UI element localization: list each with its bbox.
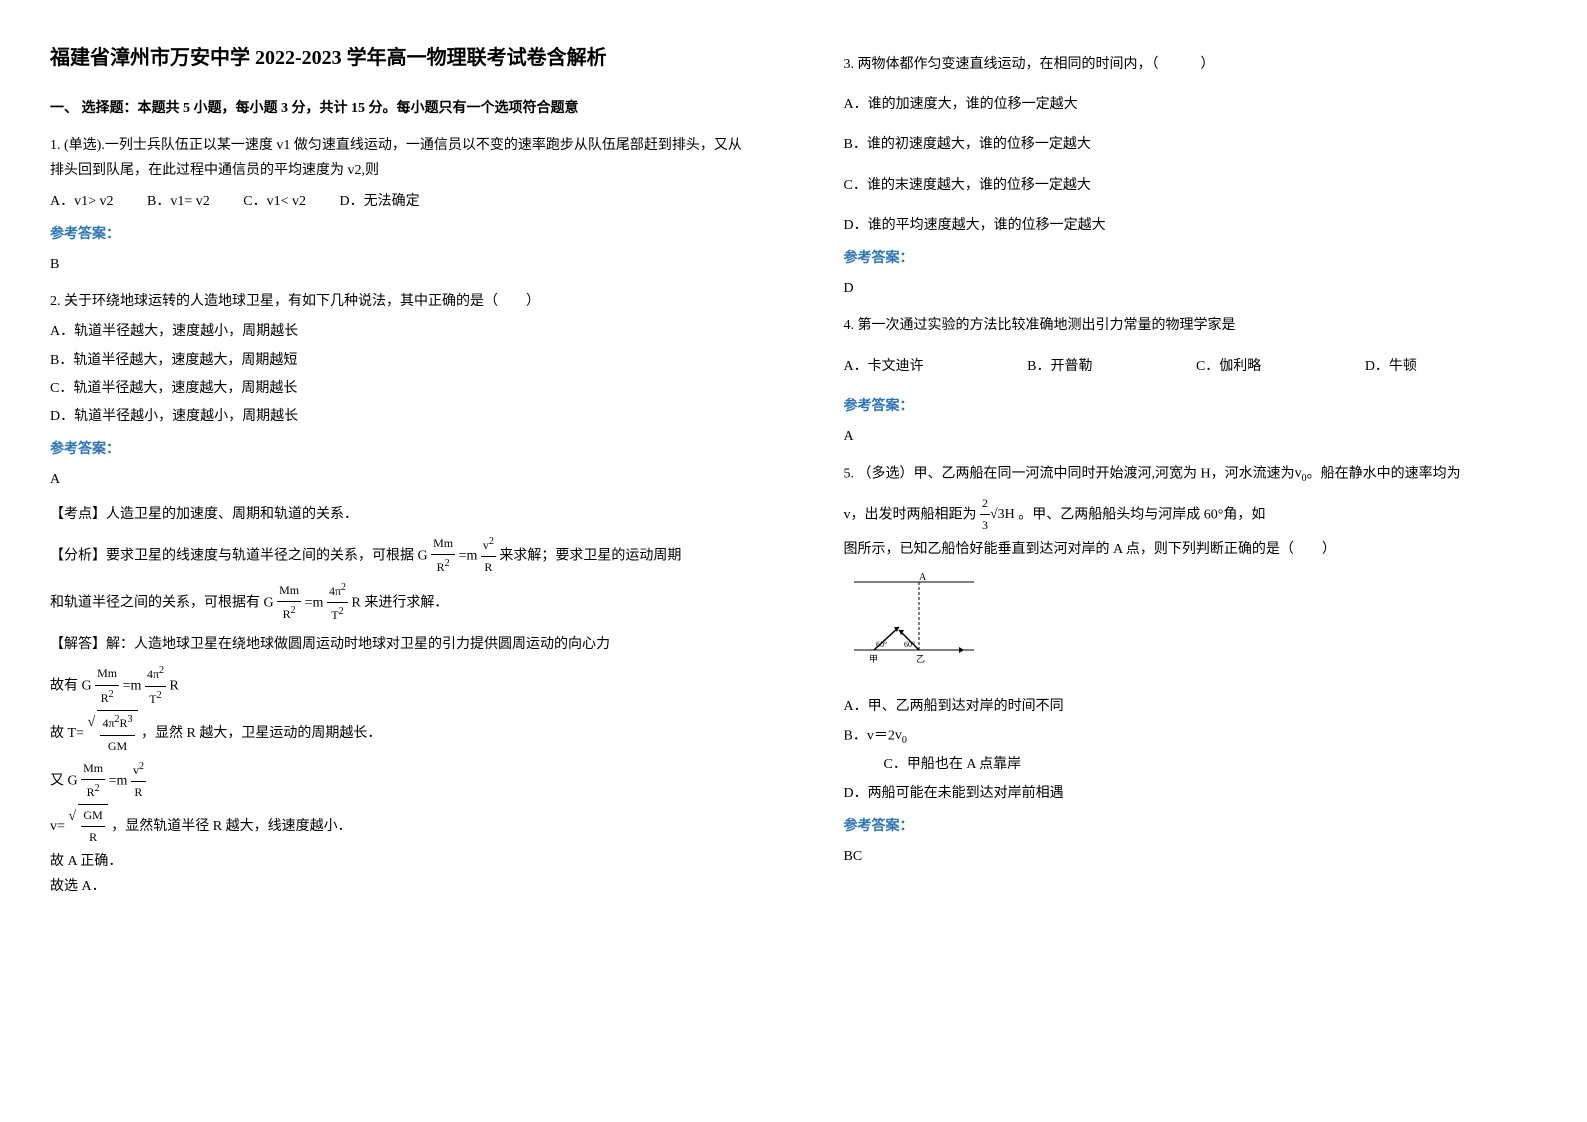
- q2-solve-3: 又 G MmR2 =m v2R: [50, 758, 744, 804]
- q2-solve-t3: R: [170, 679, 179, 694]
- q2-text: 2. 关于环绕地球运转的人造地球卫星，有如下几种说法，其中正确的是（ ）: [50, 289, 744, 314]
- q2-solve-t7: =m: [109, 773, 128, 788]
- q2-solve-4: v= GMR ，显然轨道半径 R 越大，线速度越小．: [50, 804, 744, 849]
- q5-option-a: A．甲、乙两船到达对岸的时间不同: [844, 694, 1538, 719]
- q5-t1: 5. （多选）甲、乙两船在同一河流中同时开始渡河,河宽为 H，河水流速为: [844, 467, 1295, 482]
- exam-title: 福建省漳州市万安中学 2022-2023 学年高一物理联考试卷含解析: [50, 40, 744, 76]
- q5-option-c: C．甲船也在 A 点靠岸: [884, 752, 1538, 777]
- question-4: 4. 第一次通过实验的方法比较准确地测出引力常量的物理学家是 A．卡文迪许 B．…: [844, 313, 1538, 449]
- q1-text: 1. (单选).一列士兵队伍正以某一速度 v1 做匀速直线运动，一通信员以不变的…: [50, 133, 744, 183]
- q2-solve-t9: ，显然轨道半径 R 越大，线速度越小．: [111, 819, 351, 834]
- formula-mm-r2-b: MmR2: [277, 580, 301, 626]
- q1-options: A．v1> v2 B．v1= v2 C．v1< v2 D．无法确定: [50, 189, 744, 214]
- formula-mm-r2-c: MmR2: [95, 663, 119, 709]
- q4-option-b: B．开普勒: [1027, 354, 1092, 379]
- q1-option-b: B．v1= v2: [147, 189, 210, 214]
- q2-solve-t6: 又 G: [50, 773, 78, 788]
- q2-solve-t1: 故有 G: [50, 679, 92, 694]
- v0-symbol: v0: [1295, 461, 1307, 488]
- river-crossing-diagram: A 60° 60° 甲 乙: [844, 572, 984, 672]
- q5-t2: 。船在静水中的速率均为: [1307, 467, 1461, 482]
- formula-23sqrt3h: 23: [980, 493, 990, 537]
- q1-option-a: A．v1> v2: [50, 189, 114, 214]
- q5-t4: 。甲、乙两船船头均与河岸成 60°角，如: [1018, 507, 1265, 522]
- q2-option-d: D．轨道半径越小，速度越小，周期越长: [50, 404, 744, 429]
- q2-analysis-t1: 【分析】要求卫星的线速度与轨道半径之间的关系，可根据 G: [50, 548, 428, 563]
- formula-v2-r-b: v2R: [131, 758, 146, 804]
- q2-solve-10: 故 A 正确．: [50, 849, 744, 874]
- q5-optb-text: B．v＝2: [844, 728, 895, 743]
- q2-analysis-t6: R 来进行求解．: [352, 595, 449, 610]
- q3-option-c: C．谁的末速度越大，谁的位移一定越大: [844, 173, 1538, 198]
- q3-answer-label: 参考答案：: [844, 246, 1538, 271]
- sqrt3h: √3H: [990, 502, 1015, 527]
- q2-point: 【考点】人造卫星的加速度、周期和轨道的关系．: [50, 502, 744, 527]
- formula-4pi2-t2-b: 4π2T2: [145, 662, 166, 710]
- q1-option-d: D．无法确定: [339, 189, 419, 214]
- q5-option-b: B．v＝2v0: [844, 723, 1538, 750]
- v0-symbol-b: v0: [895, 723, 907, 750]
- q1-answer: B: [50, 252, 744, 277]
- formula-mm-r2: MmR2: [431, 533, 455, 579]
- q2-solve-t2: =m: [123, 679, 142, 694]
- q4-option-c: C．伽利略: [1196, 354, 1261, 379]
- svg-text:60°: 60°: [904, 640, 915, 649]
- q4-options: A．卡文迪许 B．开普勒 C．伽利略 D．牛顿: [844, 354, 1538, 379]
- question-5: 5. （多选）甲、乙两船在同一河流中同时开始渡河,河宽为 H，河水流速为v0。船…: [844, 461, 1538, 869]
- q2-answer: A: [50, 467, 744, 492]
- q4-answer: A: [844, 424, 1538, 449]
- q4-option-a: A．卡文迪许: [844, 354, 924, 379]
- q1-option-c: C．v1< v2: [243, 189, 306, 214]
- q5-t5: 图所示，已知乙船恰好能垂直到达河对岸的 A 点，则下列判断正确的是（ ）: [844, 537, 1538, 562]
- q5-answer: BC: [844, 844, 1538, 869]
- q3-option-d: D．谁的平均速度越大，谁的位移一定越大: [844, 213, 1538, 238]
- formula-sqrt-t: 4π2R3GM: [87, 710, 137, 757]
- q3-text: 3. 两物体都作匀变速直线运动，在相同的时间内，（ ）: [844, 52, 1538, 77]
- q5-text-2: v，出发时两船相距为 23√3H 。甲、乙两船船头均与河岸成 60°角，如: [844, 493, 1538, 537]
- q2-option-b: B．轨道半径越大，速度越大，周期越短: [50, 348, 744, 373]
- svg-text:乙: 乙: [916, 654, 925, 664]
- q5-answer-label: 参考答案：: [844, 814, 1538, 839]
- q2-solve-1: 故有 G MmR2 =m 4π2T2 R: [50, 662, 744, 710]
- question-2: 2. 关于环绕地球运转的人造地球卫星，有如下几种说法，其中正确的是（ ） A．轨…: [50, 289, 744, 899]
- q3-option-b: B．谁的初速度越大，谁的位移一定越大: [844, 132, 1538, 157]
- q5-text: 5. （多选）甲、乙两船在同一河流中同时开始渡河,河宽为 H，河水流速为v0。船…: [844, 461, 1538, 488]
- q2-option-a: A．轨道半径越大，速度越小，周期越长: [50, 319, 744, 344]
- right-column: 3. 两物体都作匀变速直线运动，在相同的时间内，（ ） A．谁的加速度大，谁的位…: [794, 0, 1587, 1122]
- svg-text:60°: 60°: [876, 640, 887, 649]
- q2-solve-t8: v=: [50, 819, 65, 834]
- q2-solve-t4: 故 T=: [50, 726, 84, 741]
- question-3: 3. 两物体都作匀变速直线运动，在相同的时间内，（ ） A．谁的加速度大，谁的位…: [844, 52, 1538, 301]
- q2-analysis: 【分析】要求卫星的线速度与轨道半径之间的关系，可根据 G MmR2 =m v2R…: [50, 533, 744, 579]
- formula-v2-r: v2R: [481, 533, 496, 579]
- svg-text:A: A: [919, 572, 927, 583]
- q2-analysis-t2: =m: [459, 548, 478, 563]
- section-1-header: 一、 选择题：本题共 5 小题，每小题 3 分，共计 15 分。每小题只有一个选…: [50, 96, 744, 121]
- question-1: 1. (单选).一列士兵队伍正以某一速度 v1 做匀速直线运动，一通信员以不变的…: [50, 133, 744, 277]
- q5-t3: v，出发时两船相距为: [844, 507, 977, 522]
- formula-4pi2-t2: 4π2T2: [327, 579, 348, 627]
- q4-option-d: D．牛顿: [1365, 354, 1417, 379]
- q4-answer-label: 参考答案：: [844, 394, 1538, 419]
- q2-solve-11: 故选 A．: [50, 874, 744, 899]
- q2-analysis-t5: =m: [305, 595, 324, 610]
- q2-analysis-2: 和轨道半径之间的关系，可根据有 G MmR2 =m 4π2T2 R 来进行求解．: [50, 579, 744, 627]
- svg-text:甲: 甲: [869, 654, 878, 664]
- q5-option-d: D．两船可能在未能到达对岸前相遇: [844, 781, 1538, 806]
- q2-analysis-t3: 来求解；要求卫星的运动周期: [499, 548, 681, 563]
- q2-solve-2: 故 T= 4π2R3GM ，显然 R 越大，卫星运动的周期越长．: [50, 710, 744, 757]
- q2-answer-label: 参考答案：: [50, 437, 744, 462]
- q4-text: 4. 第一次通过实验的方法比较准确地测出引力常量的物理学家是: [844, 313, 1538, 338]
- left-column: 福建省漳州市万安中学 2022-2023 学年高一物理联考试卷含解析 一、 选择…: [0, 0, 794, 1122]
- formula-mm-r2-d: MmR2: [81, 758, 105, 804]
- q2-analysis-t4: 和轨道半径之间的关系，可根据有 G: [50, 595, 274, 610]
- q3-option-a: A．谁的加速度大，谁的位移一定越大: [844, 92, 1538, 117]
- q3-answer: D: [844, 276, 1538, 301]
- q1-answer-label: 参考答案：: [50, 222, 744, 247]
- q2-option-c: C．轨道半径越大，速度越大，周期越长: [50, 376, 744, 401]
- q2-solve-label: 【解答】解：人造地球卫星在绕地球做圆周运动时地球对卫星的引力提供圆周运动的向心力: [50, 632, 744, 657]
- formula-sqrt-v: GMR: [68, 804, 107, 849]
- q2-solve-t5: ，显然 R 越大，卫星运动的周期越长．: [141, 726, 381, 741]
